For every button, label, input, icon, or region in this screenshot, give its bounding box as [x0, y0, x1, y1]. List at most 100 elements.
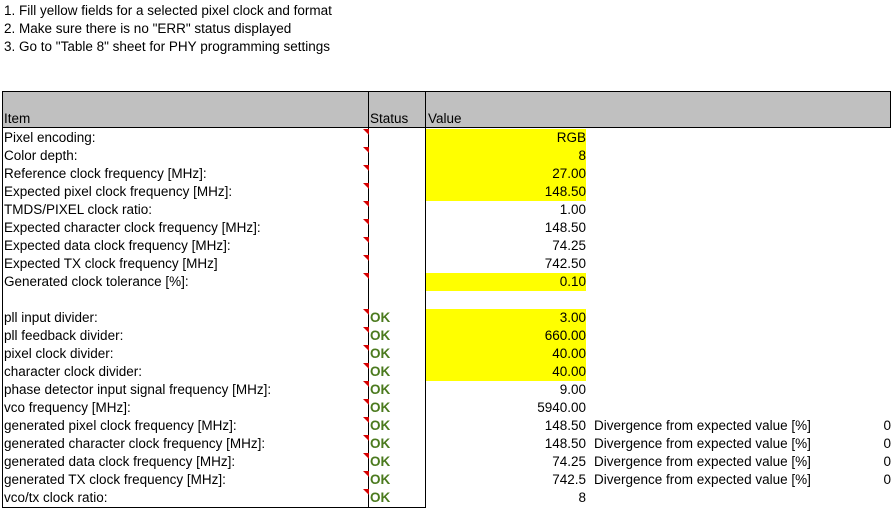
- comment-marker-icon[interactable]: [363, 363, 369, 369]
- comment-marker-icon[interactable]: [363, 417, 369, 423]
- comment-marker-icon[interactable]: [363, 345, 369, 351]
- item-label: vco/tx clock ratio:: [4, 490, 108, 505]
- item-label: Reference clock frequency [MHz]:: [4, 166, 207, 181]
- value-cell[interactable]: 74.25: [552, 454, 586, 469]
- value-cell[interactable]: 9.00: [559, 382, 586, 397]
- comment-marker-icon[interactable]: [363, 147, 369, 153]
- divergence-label: Divergence from expected value [%]: [594, 418, 811, 433]
- comment-marker-icon[interactable]: [363, 201, 369, 207]
- input-cell-pixel-encoding[interactable]: RGB: [426, 129, 586, 147]
- instruction-line: 3. Go to "Table 8" sheet for PHY program…: [4, 39, 330, 54]
- column-header-status[interactable]: Status: [370, 111, 409, 126]
- value-cell[interactable]: 148.50: [544, 220, 586, 235]
- table-row: pixel clock divider: OK 40.00: [3, 345, 891, 363]
- value-cell[interactable]: 148.50: [544, 418, 586, 433]
- input-cell-reference-clock[interactable]: 27.00: [426, 165, 586, 183]
- column-header-item[interactable]: Item: [4, 111, 31, 126]
- value-cell[interactable]: 742.50: [544, 256, 586, 271]
- table-row: Reference clock frequency [MHz]: 27.00: [3, 165, 891, 183]
- divergence-value[interactable]: 0: [883, 454, 891, 469]
- item-label: Color depth:: [4, 148, 78, 163]
- divergence-label: Divergence from expected value [%]: [594, 436, 811, 451]
- comment-marker-icon[interactable]: [363, 183, 369, 189]
- comment-marker-icon[interactable]: [363, 165, 369, 171]
- column-divider: [425, 92, 426, 127]
- comment-marker-icon[interactable]: [363, 471, 369, 477]
- status-ok: OK: [370, 346, 391, 361]
- item-label: Pixel encoding:: [4, 130, 96, 145]
- comment-marker-icon[interactable]: [363, 381, 369, 387]
- item-label: pll feedback divider:: [4, 328, 124, 343]
- status-ok: OK: [370, 382, 391, 397]
- table-row: generated TX clock frequency [MHz]: OK 7…: [3, 471, 891, 489]
- item-label: Expected data clock frequency [MHz]:: [4, 238, 231, 253]
- comment-marker-icon[interactable]: [363, 453, 369, 459]
- value-cell[interactable]: 1.00: [559, 202, 586, 217]
- divergence-value[interactable]: 0: [883, 472, 891, 487]
- comment-marker-icon[interactable]: [363, 327, 369, 333]
- table-row: vco/tx clock ratio: OK 8: [3, 489, 891, 507]
- item-label: generated data clock frequency [MHz]:: [4, 454, 236, 469]
- item-label: Expected pixel clock frequency [MHz]:: [4, 184, 233, 199]
- table-row: Expected data clock frequency [MHz]: 74.…: [3, 237, 891, 255]
- divergence-value[interactable]: 0: [883, 436, 891, 451]
- comment-marker-icon[interactable]: [363, 237, 369, 243]
- item-label: TMDS/PIXEL clock ratio:: [4, 202, 153, 217]
- value-cell[interactable]: 5940.00: [537, 400, 586, 415]
- divergence-value[interactable]: 0: [883, 418, 891, 433]
- status-ok: OK: [370, 490, 391, 505]
- comment-marker-icon[interactable]: [363, 219, 369, 225]
- table-row: generated pixel clock frequency [MHz]: O…: [3, 417, 891, 435]
- comment-marker-icon[interactable]: [363, 309, 369, 315]
- comment-marker-icon[interactable]: [363, 435, 369, 441]
- item-label: phase detector input signal frequency [M…: [4, 382, 272, 397]
- instruction-line: 2. Make sure there is no "ERR" status di…: [4, 21, 292, 36]
- item-label: character clock divider:: [4, 364, 143, 379]
- grid-line: [425, 128, 426, 508]
- value-cell[interactable]: 742.5: [552, 472, 586, 487]
- status-ok: OK: [370, 310, 391, 325]
- column-header-value[interactable]: Value: [428, 111, 462, 126]
- status-ok: OK: [370, 454, 391, 469]
- grid-line: [2, 507, 426, 508]
- item-label: vco frequency [MHz]:: [4, 400, 131, 415]
- table-header: Item Status Value: [2, 91, 891, 128]
- input-cell-pll-input-divider[interactable]: 3.00: [426, 309, 586, 327]
- comment-marker-icon[interactable]: [363, 399, 369, 405]
- table-row: Expected character clock frequency [MHz]…: [3, 219, 891, 237]
- comment-marker-icon[interactable]: [363, 489, 369, 495]
- status-ok: OK: [370, 364, 391, 379]
- comment-marker-icon[interactable]: [363, 273, 369, 279]
- status-ok: OK: [370, 472, 391, 487]
- instruction-line: 1. Fill yellow fields for a selected pix…: [4, 3, 332, 18]
- table-row: character clock divider: OK 40.00: [3, 363, 891, 381]
- table-row: pll feedback divider: OK 660.00: [3, 327, 891, 345]
- value-cell[interactable]: 74.25: [552, 238, 586, 253]
- status-ok: OK: [370, 400, 391, 415]
- table-row: generated data clock frequency [MHz]: OK…: [3, 453, 891, 471]
- item-label: Expected character clock frequency [MHz]…: [4, 220, 261, 235]
- column-divider: [368, 92, 369, 127]
- status-ok: OK: [370, 418, 391, 433]
- item-label: pixel clock divider:: [4, 346, 114, 361]
- table-row: vco frequency [MHz]: OK 5940.00: [3, 399, 891, 417]
- status-ok: OK: [370, 328, 391, 343]
- table-row: pll input divider: OK 3.00: [3, 309, 891, 327]
- value-cell[interactable]: 8: [578, 490, 586, 505]
- input-cell-pll-feedback-divider[interactable]: 660.00: [426, 327, 586, 345]
- input-cell-color-depth[interactable]: 8: [426, 147, 586, 165]
- table-row: Pixel encoding: RGB: [3, 129, 891, 147]
- input-cell-pixel-clock-divider[interactable]: 40.00: [426, 345, 586, 363]
- input-cell-character-clock-divider[interactable]: 40.00: [426, 363, 586, 381]
- comment-marker-icon[interactable]: [363, 129, 369, 135]
- table-row: Expected pixel clock frequency [MHz]: 14…: [3, 183, 891, 201]
- input-cell-pixel-clock[interactable]: 148.50: [426, 183, 586, 201]
- grid-line: [368, 128, 369, 508]
- table-row: TMDS/PIXEL clock ratio: 1.00: [3, 201, 891, 219]
- input-cell-clock-tolerance[interactable]: 0.10: [426, 273, 586, 291]
- comment-marker-icon[interactable]: [363, 255, 369, 261]
- status-ok: OK: [370, 436, 391, 451]
- table-row: phase detector input signal frequency [M…: [3, 381, 891, 399]
- divergence-label: Divergence from expected value [%]: [594, 454, 811, 469]
- value-cell[interactable]: 148.50: [544, 436, 586, 451]
